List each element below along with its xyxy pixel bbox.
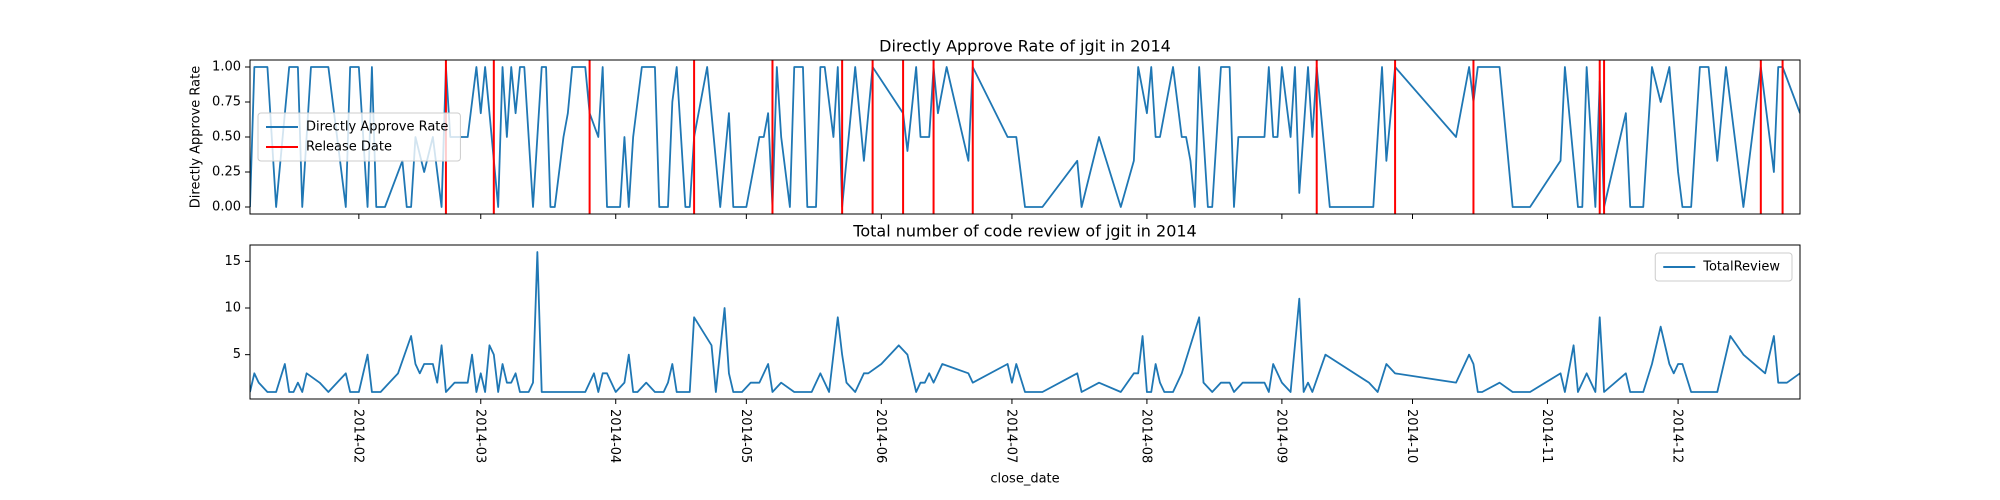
legend-box <box>257 112 461 162</box>
y-tick-label: 0.75 <box>212 95 241 110</box>
data-line <box>250 251 1800 393</box>
legend: TotalReview <box>1654 252 1793 282</box>
chart-title: Directly Approve Rate of jgit in 2014 <box>879 37 1171 56</box>
x-tick-label: 2014-03 <box>472 409 487 463</box>
legend: Directly Approve Rate Release Date <box>257 112 461 162</box>
x-tick-label: 2014-09 <box>1273 409 1288 463</box>
y-tick-label: 10 <box>224 301 241 316</box>
y-tick-label: 1.00 <box>212 60 241 75</box>
legend-label: Directly Approve Rate <box>306 120 448 135</box>
plot-area <box>250 60 1800 214</box>
x-tick-label: 2014-11 <box>1539 409 1554 463</box>
axes-frame <box>249 59 1801 215</box>
x-tick-label: 2014-04 <box>607 409 622 463</box>
y-tick-label: 0.50 <box>212 130 241 145</box>
legend-label: Release Date <box>306 140 392 155</box>
data-line <box>250 66 1800 208</box>
y-axis-label: Directly Approve Rate <box>189 66 204 208</box>
y-tick-label: 0.25 <box>212 165 241 180</box>
chart-title: Total number of code review of jgit in 2… <box>852 222 1196 241</box>
plot-area <box>250 251 1800 393</box>
x-tick-label: 2014-12 <box>1670 409 1685 463</box>
x-tick-label: 2014-10 <box>1404 409 1419 463</box>
x-tick-label: 2014-08 <box>1138 409 1153 463</box>
axes-frame <box>249 244 1801 400</box>
y-tick-label: 15 <box>224 254 241 269</box>
y-tick-label: 0.00 <box>212 200 241 215</box>
x-tick-label: 2014-06 <box>873 409 888 463</box>
x-tick-label: 2014-07 <box>1003 409 1018 463</box>
x-tick-label: 2014-05 <box>738 409 753 463</box>
y-tick-label: 5 <box>233 347 241 362</box>
legend-label: TotalReview <box>1702 260 1780 275</box>
legend-box <box>1654 252 1793 282</box>
x-tick-label: 2014-02 <box>350 409 365 463</box>
x-axis-label: close_date <box>990 472 1059 487</box>
